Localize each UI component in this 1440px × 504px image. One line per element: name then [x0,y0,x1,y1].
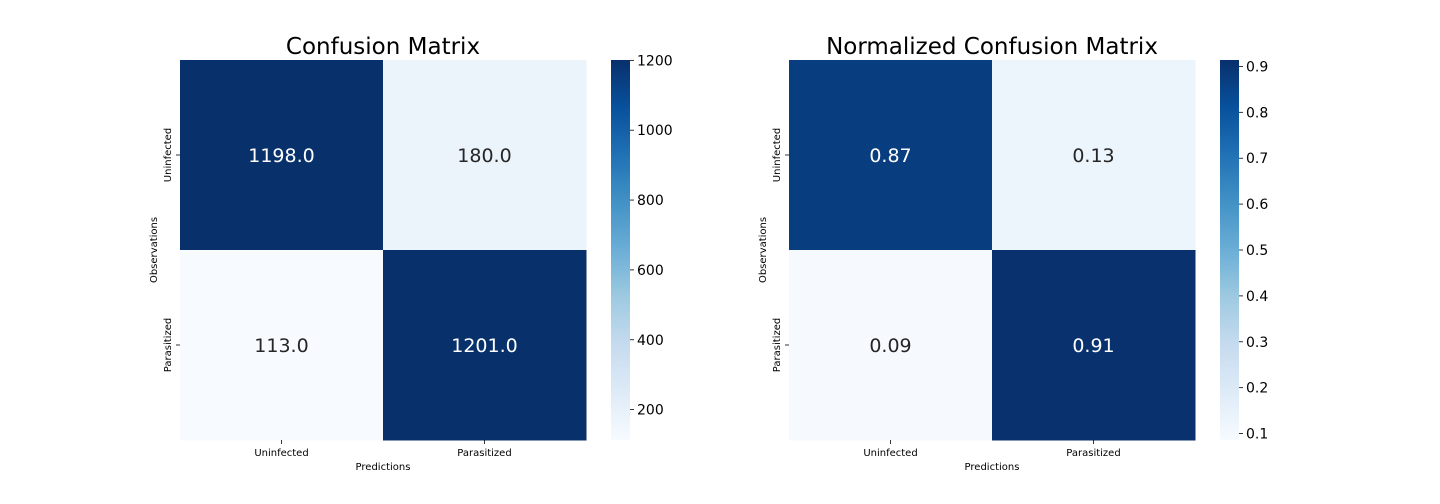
x-axis-label: Predictions [356,462,411,473]
colorbar-tick-label: 200 [637,403,664,419]
y-tick-label: Parasitized [772,318,783,372]
y-axis-label: Observations [758,217,769,283]
colorbar-gradient [611,60,630,440]
y-tick-label: Uninfected [163,128,174,182]
x-tick-label: Parasitized [1066,448,1120,459]
heatmap-cell [789,60,993,251]
colorbar: 200 400 600 800 1000 1200 [611,53,673,440]
y-axis-label: Observations [149,217,160,283]
colorbar-tick-label: 0.6 [1246,197,1268,213]
colorbar-tick-label: 400 [637,333,664,349]
heatmap-cell [383,250,587,441]
colorbar-tick-label: 1200 [637,53,673,69]
heatmap-cell [180,250,384,441]
colorbar-tick-label: 0.4 [1246,289,1268,305]
x-axis-label: Predictions [965,462,1020,473]
colorbar-tick-label: 0.7 [1246,151,1268,167]
colorbar-tick-label: 800 [637,193,664,209]
heatmap-cell [789,250,993,441]
colorbar-tick-label: 600 [637,263,664,279]
colorbar-tick-label: 1000 [637,123,673,139]
x-axis-ticks: Uninfected Parasitized [254,440,512,459]
colorbar-gradient [1220,60,1239,440]
y-tick-label: Uninfected [772,128,783,182]
normalized-confusion-matrix-panel: Normalized Confusion Matrix 0.87 0.13 0.09… [758,34,1268,473]
y-axis-ticks: Uninfected Parasitized [772,128,789,372]
x-tick-label: Uninfected [863,448,917,459]
colorbar-tick-label: 0.2 [1246,381,1268,397]
heatmap-cell-label: 113.0 [254,335,308,357]
colorbar-tick-label: 0.1 [1246,427,1268,443]
heatmap-cells [789,60,1196,441]
heatmap-cell-label: 0.87 [869,145,911,167]
colorbar-tick-label: 0.9 [1246,59,1268,75]
heatmap-cell-label: 0.91 [1072,335,1114,357]
colorbar-tick-label: 0.3 [1246,335,1268,351]
heatmap-cell-labels: 1198.0 180.0 113.0 1201.0 [248,145,517,357]
heatmap-cell-label: 0.09 [869,335,911,357]
heatmap-cell-label: 180.0 [457,145,511,167]
colorbar: 0.1 0.2 0.3 0.4 0.5 0.6 0.7 0.8 0.9 [1220,59,1268,443]
y-tick-label: Parasitized [163,318,174,372]
x-tick-label: Uninfected [254,448,308,459]
heatmap-cell-label: 1198.0 [248,145,314,167]
colorbar-tick-label: 0.8 [1246,105,1268,121]
x-tick-label: Parasitized [457,448,511,459]
heatmap-cell [383,60,587,251]
chart-title: Confusion Matrix [286,34,480,60]
y-axis-ticks: Uninfected Parasitized [163,128,180,372]
chart-title: Normalized Confusion Matrix [826,34,1158,60]
heatmap-cells [180,60,587,441]
heatmap-cell-label: 0.13 [1072,145,1114,167]
heatmap-cell [992,60,1196,251]
colorbar-tick-label: 0.5 [1246,243,1268,259]
heatmap-cell [992,250,1196,441]
heatmap-cell-label: 1201.0 [451,335,517,357]
x-axis-ticks: Uninfected Parasitized [863,440,1121,459]
heatmap-cell [180,60,384,251]
heatmap-cell-labels: 0.87 0.13 0.09 0.91 [869,145,1114,357]
